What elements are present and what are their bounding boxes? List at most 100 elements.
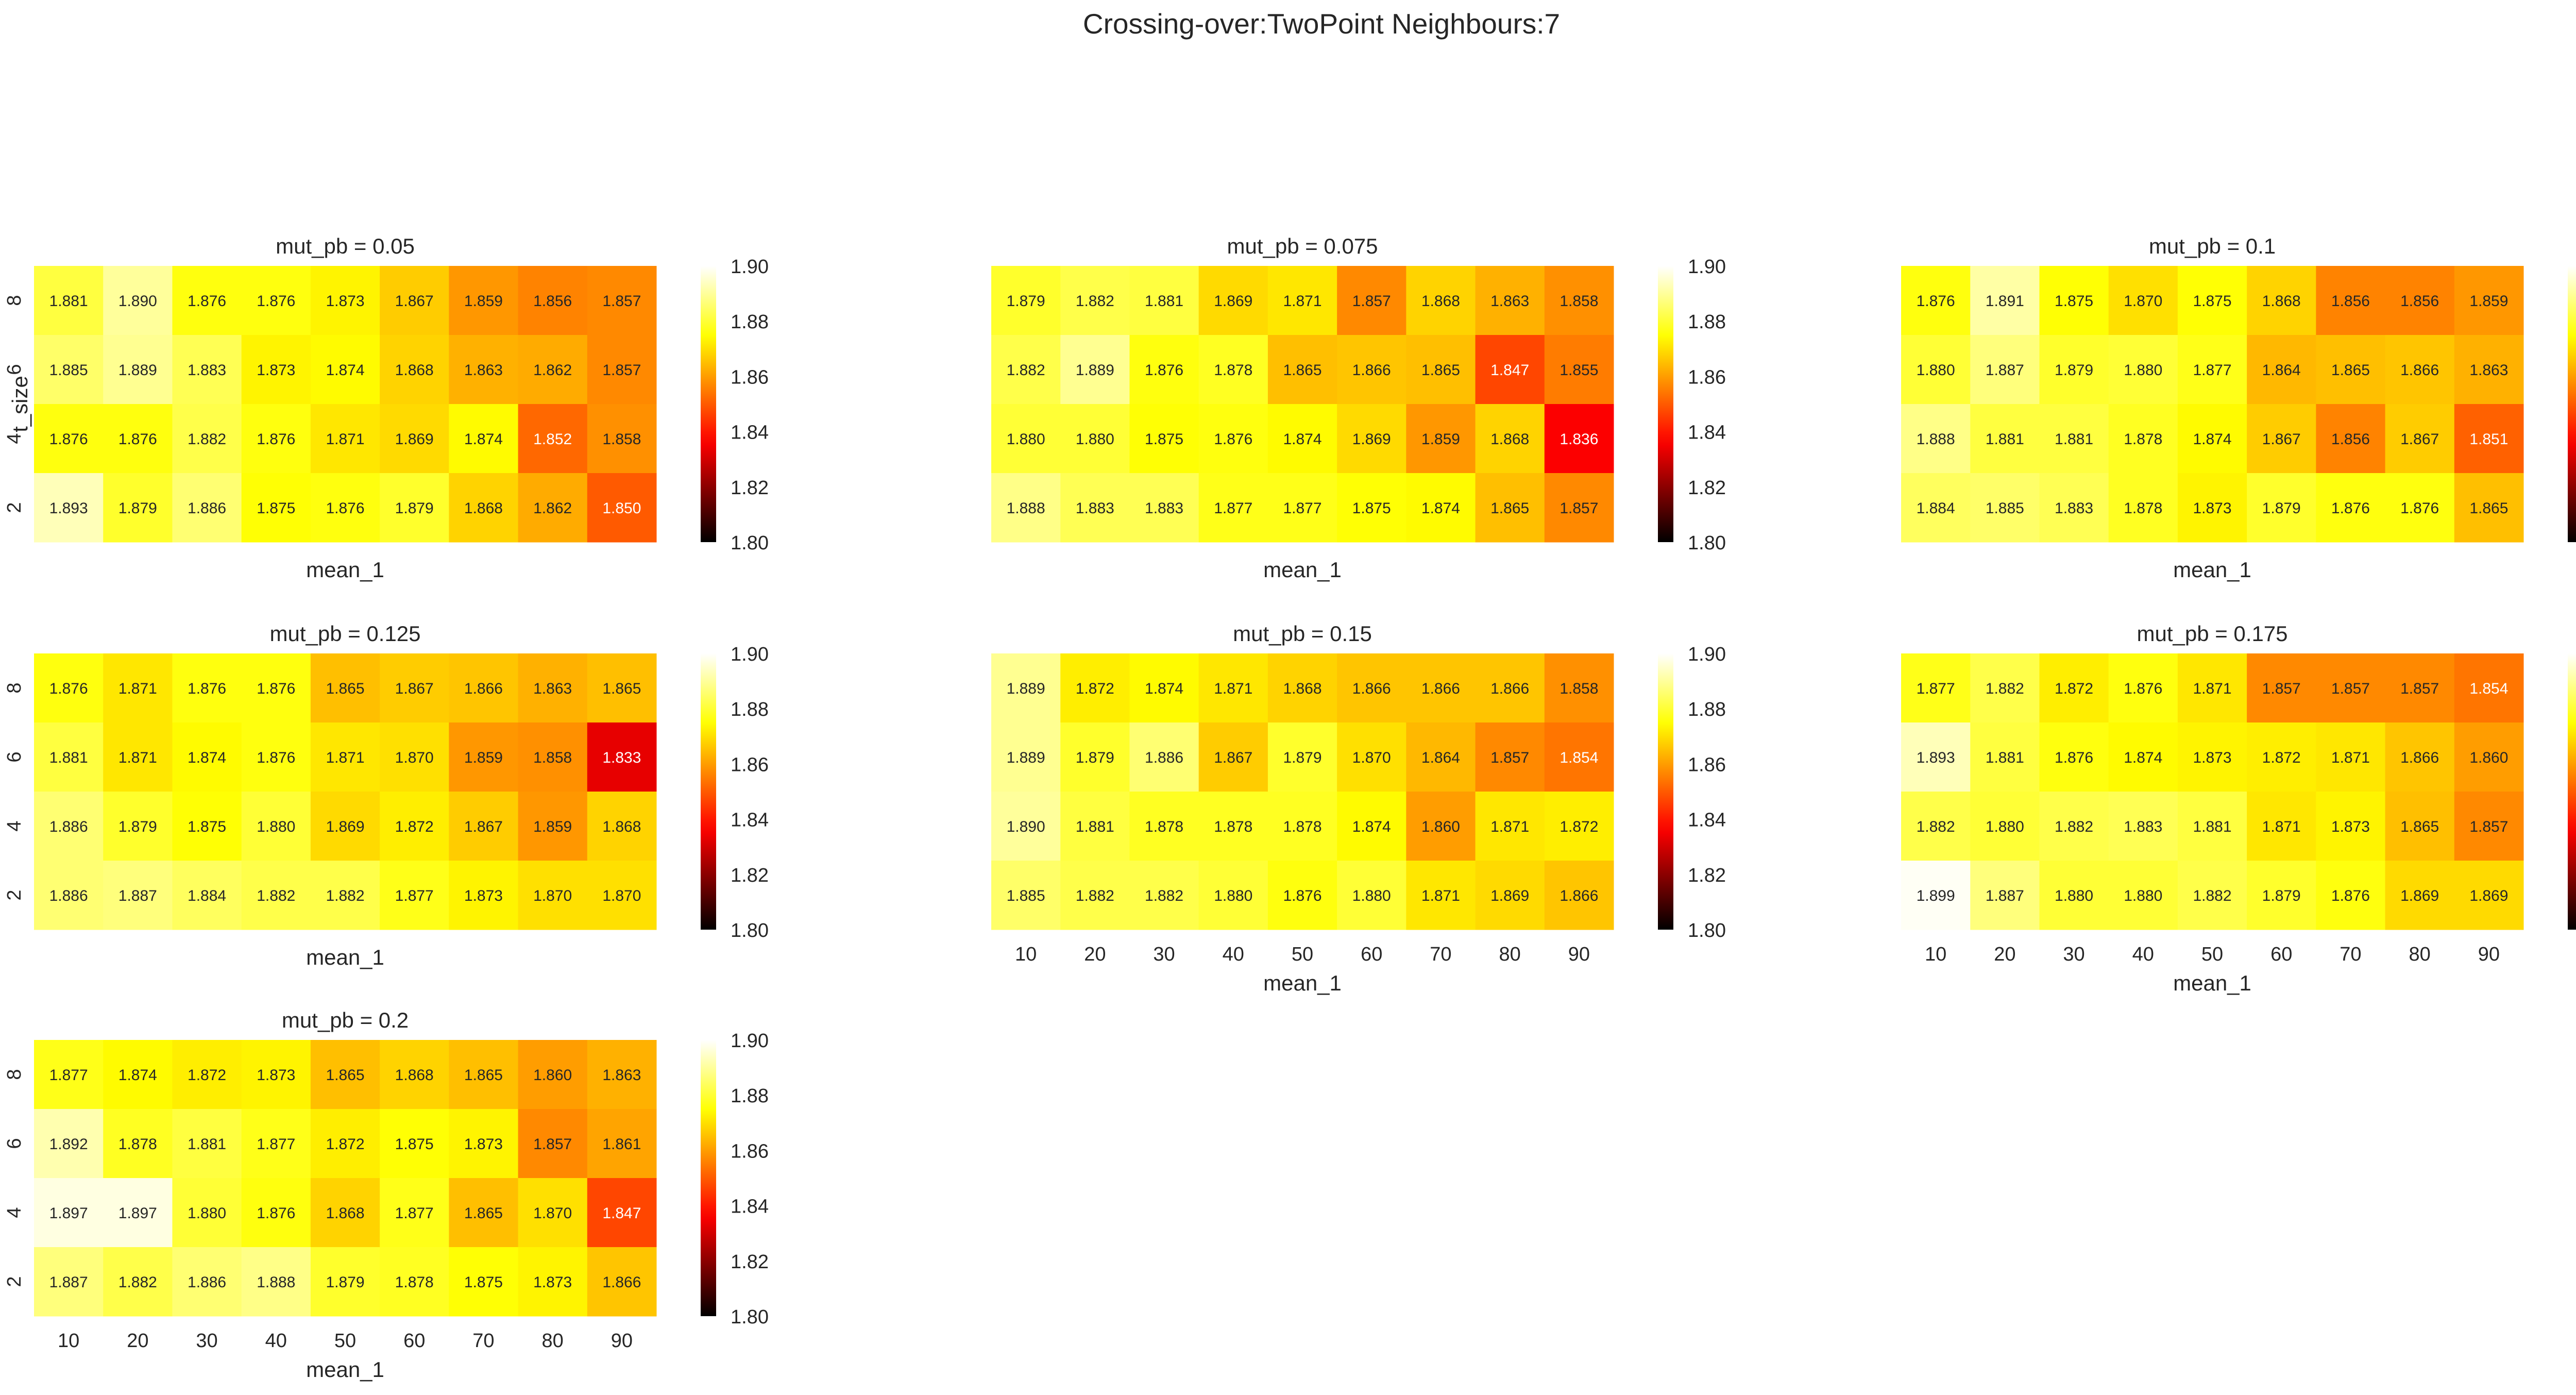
cell-label: 1.870 xyxy=(533,1205,572,1222)
cell-label: 1.867 xyxy=(395,293,434,310)
figure-title: Crossing-over:TwoPoint Neighbours:7 xyxy=(1083,8,1560,40)
heatmap-cell xyxy=(991,653,1061,723)
x-tick-label: 40 xyxy=(1223,944,1244,965)
heatmap-cell xyxy=(103,266,173,335)
heatmap-cell xyxy=(34,404,104,474)
heatmap-panel: 1.876 1.871 1.876 1.876 1.865 1.867 1.866 1.863… xyxy=(4,621,769,969)
heatmap-panel: 1.877 1.874 1.872 1.873 1.865 1.868 1.865 1.860… xyxy=(4,1008,769,1382)
heatmap-cell xyxy=(2039,473,2109,543)
heatmap-cell xyxy=(2108,335,2178,405)
heatmap-cell xyxy=(991,335,1061,405)
heatmap-cell xyxy=(2039,653,2109,723)
colorbar xyxy=(701,653,716,930)
cell-label: 1.872 xyxy=(395,818,434,835)
cell-label: 1.876 xyxy=(2400,500,2439,517)
heatmap-cell xyxy=(1060,473,1130,543)
cell-label: 1.876 xyxy=(1283,887,1321,904)
cell-label: 1.862 xyxy=(533,362,572,379)
cell-label: 1.860 xyxy=(533,1067,572,1084)
cell-label: 1.874 xyxy=(1283,431,1321,448)
cell-label: 1.874 xyxy=(1145,680,1183,697)
heatmap-cell xyxy=(34,653,104,723)
cell-label: 1.868 xyxy=(1490,431,1529,448)
heatmap-cell xyxy=(518,266,588,335)
cell-label: 1.857 xyxy=(602,293,641,310)
cell-label: 1.876 xyxy=(49,680,88,697)
colorbar-tick-label: 1.82 xyxy=(1688,865,1726,886)
cell-label: 1.877 xyxy=(1214,500,1252,517)
y-tick-label: 8 xyxy=(4,1069,25,1080)
cell-label: 1.879 xyxy=(1283,749,1321,766)
cell-label: 1.874 xyxy=(2193,431,2231,448)
cell-label: 1.865 xyxy=(326,680,364,697)
cell-label: 1.871 xyxy=(118,749,157,766)
heatmap-cell xyxy=(587,335,657,405)
cell-label: 1.881 xyxy=(2055,431,2093,448)
heatmap-cell xyxy=(1901,335,1971,405)
heatmap-cell xyxy=(1337,404,1406,474)
heatmap-cell xyxy=(172,861,242,930)
cell-label: 1.857 xyxy=(1352,293,1391,310)
cell-label: 1.879 xyxy=(2055,362,2093,379)
x-tick-label: 70 xyxy=(1430,944,1451,965)
heatmap-cell xyxy=(587,722,657,792)
cell-label: 1.880 xyxy=(1352,887,1391,904)
cell-label: 1.857 xyxy=(2469,818,2508,835)
cell-label: 1.865 xyxy=(326,1067,364,1084)
heatmap-cell xyxy=(310,473,380,543)
heatmap-cell xyxy=(1901,404,1971,474)
heatmap-cell xyxy=(991,722,1061,792)
colorbar-tick-label: 1.90 xyxy=(731,644,769,665)
cell-label: 1.880 xyxy=(257,818,295,835)
cell-label: 1.874 xyxy=(2124,749,2162,766)
heatmap-cell xyxy=(518,1247,588,1317)
heatmap-cell xyxy=(2177,792,2247,861)
heatmap-cell xyxy=(172,266,242,335)
heatmap-cell xyxy=(103,1178,173,1248)
heatmap-cell xyxy=(380,861,449,930)
cell-label: 1.836 xyxy=(1560,431,1598,448)
cell-label: 1.862 xyxy=(533,500,572,517)
cell-label: 1.883 xyxy=(1076,500,1114,517)
cell-label: 1.877 xyxy=(1917,680,1955,697)
colorbar-tick-label: 1.88 xyxy=(1688,699,1726,720)
x-tick-label: 40 xyxy=(2132,944,2154,965)
heatmap-cell xyxy=(1475,861,1545,930)
cell-label: 1.873 xyxy=(257,362,295,379)
cell-label: 1.876 xyxy=(257,680,295,697)
cell-label: 1.857 xyxy=(602,362,641,379)
heatmap-cell xyxy=(241,473,311,543)
heatmap-cell xyxy=(518,653,588,723)
heatmap-cell xyxy=(1406,861,1476,930)
cell-label: 1.864 xyxy=(1421,749,1460,766)
y-tick-label: 2 xyxy=(4,889,25,900)
cell-label: 1.880 xyxy=(2055,887,2093,904)
cell-label: 1.852 xyxy=(533,431,572,448)
cell-label: 1.847 xyxy=(602,1205,641,1222)
cell-label: 1.868 xyxy=(1421,293,1460,310)
y-tick-label: 8 xyxy=(4,682,25,693)
cell-label: 1.866 xyxy=(1560,887,1598,904)
cell-label: 1.882 xyxy=(118,1274,157,1291)
heatmap-panel: 1.881 1.890 1.876 1.876 1.873 1.867 1.859 1.856… xyxy=(4,234,769,582)
heatmap-cell xyxy=(2454,722,2524,792)
cell-label: 1.886 xyxy=(1145,749,1183,766)
heatmap-cell xyxy=(1337,473,1406,543)
colorbar-tick-label: 1.80 xyxy=(1688,532,1726,554)
cell-label: 1.878 xyxy=(2124,431,2162,448)
heatmap-cell xyxy=(1475,404,1545,474)
cell-label: 1.883 xyxy=(1145,500,1183,517)
cell-label: 1.872 xyxy=(326,1136,364,1153)
heatmap-cell xyxy=(1475,792,1545,861)
heatmap-cell xyxy=(587,1109,657,1179)
cell-label: 1.879 xyxy=(1076,749,1114,766)
cell-label: 1.886 xyxy=(188,500,226,517)
heatmap-cell xyxy=(1129,861,1199,930)
cell-label: 1.885 xyxy=(1007,887,1045,904)
heatmap-cell xyxy=(1337,722,1406,792)
heatmap-cell xyxy=(1901,473,1971,543)
cell-label: 1.868 xyxy=(1283,680,1321,697)
heatmap-cell xyxy=(1970,722,2040,792)
heatmap-cell xyxy=(1970,653,2040,723)
cell-label: 1.877 xyxy=(1283,500,1321,517)
